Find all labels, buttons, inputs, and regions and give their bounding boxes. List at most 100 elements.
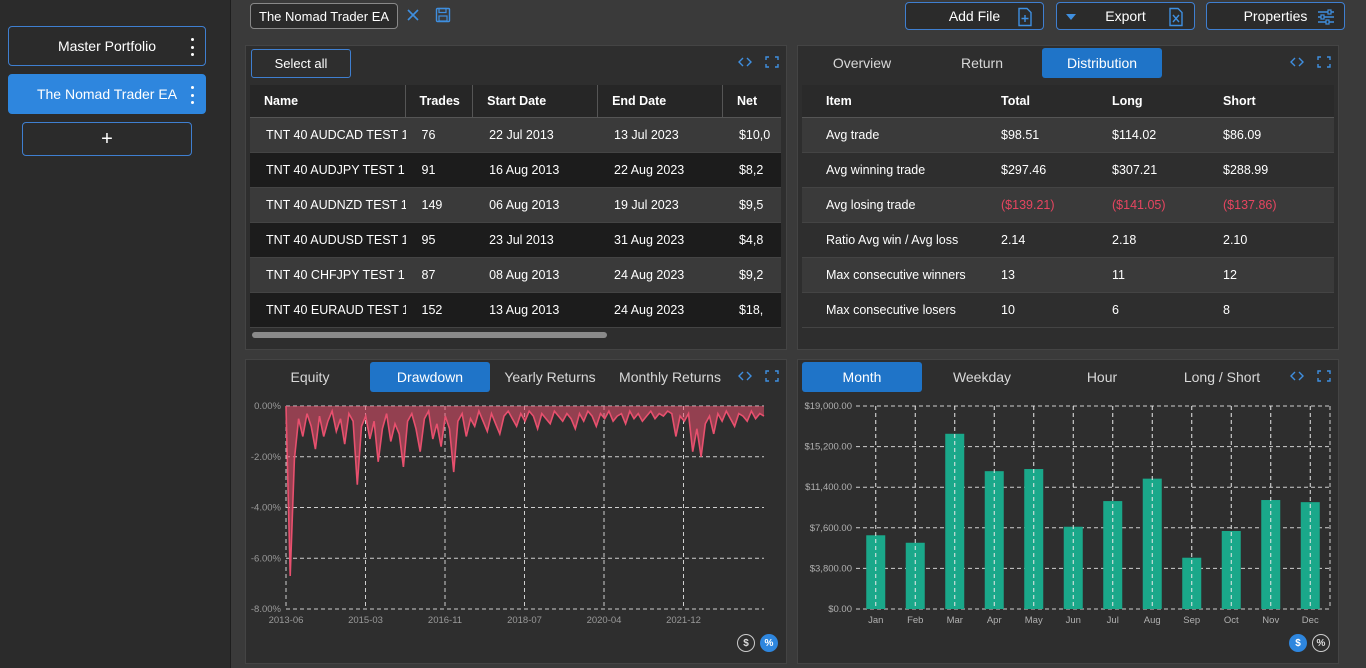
x-tick-label: 2013-06 [269, 615, 304, 626]
tab-month[interactable]: Month [802, 362, 922, 392]
add-portfolio-button[interactable]: + [22, 122, 192, 156]
file-tab-label: The Nomad Trader EA [259, 8, 390, 24]
y-tick-label: $11,400.00 [805, 482, 852, 493]
dollar-toggle[interactable]: $ [1289, 634, 1307, 652]
table-cell: 31 Aug 2023 [614, 233, 685, 247]
table-row[interactable]: TNT 40 AUDJPY TEST 1 91 16 Aug 2013 22 Aug … [250, 153, 781, 188]
tab-long-short[interactable]: Long / Short [1183, 369, 1261, 385]
table-row[interactable]: TNT 40 EURAUD TEST 1 152 13 Aug 2013 24 Aug… [250, 293, 781, 328]
y-tick-label: 0.00% [254, 401, 281, 412]
file-tab[interactable]: The Nomad Trader EA [250, 3, 399, 29]
table-row[interactable]: TNT 40 CHFJPY TEST 1 87 08 Aug 2013 24 Aug … [250, 258, 781, 293]
column-header[interactable]: Trades [406, 85, 474, 117]
tab-hour[interactable]: Hour [1086, 369, 1118, 385]
table-row: Max consecutive losers 10 6 8 [802, 293, 1334, 328]
month-panel: Month Weekday Hour Long / Short $0.00 $3,… [797, 359, 1339, 664]
column-header[interactable]: Name [250, 85, 406, 117]
table-cell: TNT 40 AUDCAD TEST 1 [266, 128, 406, 142]
more-options-icon[interactable] [187, 38, 197, 56]
table-cell: $10,0 [738, 128, 771, 142]
y-tick-label: -4.00% [251, 503, 282, 514]
fullscreen-icon[interactable] [765, 370, 779, 382]
bar[interactable] [1142, 478, 1162, 609]
select-all-button[interactable]: Select all [251, 49, 351, 78]
column-header: Long [1112, 94, 1143, 108]
table-row: Avg losing trade ($139.21) ($141.05) ($137.… [802, 188, 1334, 223]
table-header: Name Trades Start Date End Date Net [250, 85, 781, 118]
code-icon[interactable] [738, 370, 752, 382]
y-tick-label: $3,800.00 [810, 563, 852, 574]
table-cell: 16 Aug 2013 [489, 163, 560, 177]
column-header: Total [1001, 94, 1030, 108]
percent-toggle[interactable]: % [1312, 634, 1330, 652]
close-icon[interactable] [405, 7, 421, 23]
table-cell: 22 Aug 2023 [614, 163, 685, 177]
code-icon[interactable] [1290, 56, 1304, 68]
tab-weekday[interactable]: Weekday [952, 369, 1012, 385]
table-cell: $4,8 [738, 233, 764, 247]
table-cell: 2.18 [1112, 233, 1137, 247]
table-cell: Avg trade [826, 128, 880, 142]
fullscreen-icon[interactable] [765, 56, 779, 68]
distribution-table: Item Total Long Short Avg trade $98.51 $11… [802, 85, 1334, 345]
y-tick-label: -2.00% [251, 452, 282, 463]
table-cell: $297.46 [1001, 163, 1047, 177]
tab-distribution[interactable]: Distribution [1042, 48, 1162, 78]
add-file-label: Add File [948, 8, 1001, 24]
table-cell: 24 Aug 2023 [614, 303, 685, 317]
x-tick-label: Oct [1224, 615, 1239, 626]
column-header: Short [1223, 94, 1256, 108]
portfolio-nomad-trader[interactable]: The Nomad Trader EA [8, 74, 206, 114]
horizontal-scrollbar[interactable] [252, 332, 607, 338]
bar[interactable] [866, 535, 886, 609]
x-tick-label: 2021-12 [666, 615, 701, 626]
add-file-button[interactable]: Add File [905, 2, 1044, 30]
x-tick-label: 2020-04 [587, 615, 622, 626]
table-cell: Max consecutive winners [826, 268, 966, 282]
table-cell: $86.09 [1223, 128, 1262, 142]
tab-drawdown[interactable]: Drawdown [370, 362, 490, 392]
portfolio-master[interactable]: Master Portfolio [8, 26, 206, 66]
tab-equity[interactable]: Equity [290, 369, 330, 385]
code-icon[interactable] [738, 56, 752, 68]
table-cell: TNT 40 EURAUD TEST 1 [266, 303, 406, 317]
tab-monthly-returns[interactable]: Monthly Returns [619, 369, 721, 385]
dollar-toggle[interactable]: $ [737, 634, 755, 652]
x-tick-label: Aug [1144, 615, 1161, 626]
table-cell: 91 [421, 163, 436, 177]
sliders-icon [1318, 9, 1334, 25]
table-cell: $9,2 [738, 268, 764, 282]
properties-button[interactable]: Properties [1206, 2, 1345, 30]
table-row[interactable]: TNT 40 AUDCAD TEST 1 76 22 Jul 2013 13 Jul … [250, 118, 781, 153]
y-tick-label: -8.00% [251, 604, 282, 615]
table-cell: TNT 40 AUDUSD TEST 1 [266, 233, 406, 247]
export-button[interactable]: Export [1056, 2, 1195, 30]
x-tick-label: Sep [1183, 615, 1200, 626]
table-row[interactable]: TNT 40 AUDNZD TEST 1 149 06 Aug 2013 19 Jul… [250, 188, 781, 223]
table-cell: 6 [1112, 303, 1119, 317]
table-cell: 13 Jul 2023 [614, 128, 679, 142]
table-cell: $288.99 [1223, 163, 1269, 177]
table-row[interactable]: TNT 40 AUDUSD TEST 1 95 23 Jul 2013 31 Aug … [250, 223, 781, 258]
column-header[interactable]: End Date [598, 85, 724, 117]
drawdown-chart: 0.00% -2.00% -4.00% -6.00% -8.00%2013-06 2015… [251, 401, 765, 626]
table-cell: $98.51 [1001, 128, 1040, 142]
column-header[interactable]: Start Date [473, 85, 599, 117]
column-header[interactable]: Net [737, 94, 758, 108]
table-cell: 13 [1001, 268, 1015, 282]
table-cell: 8 [1223, 303, 1230, 317]
tab-yearly-returns[interactable]: Yearly Returns [504, 369, 596, 385]
tab-overview[interactable]: Overview [832, 55, 892, 71]
code-icon[interactable] [1290, 370, 1304, 382]
fullscreen-icon[interactable] [1317, 370, 1331, 382]
tab-return[interactable]: Return [960, 55, 1004, 71]
y-tick-label: -6.00% [251, 553, 282, 564]
table-row: Max consecutive winners 13 11 12 [802, 258, 1334, 293]
fullscreen-icon[interactable] [1317, 56, 1331, 68]
sidebar: Master Portfolio The Nomad Trader EA + [0, 0, 231, 668]
x-tick-label: Nov [1262, 615, 1279, 626]
save-icon[interactable] [435, 7, 451, 23]
percent-toggle[interactable]: % [760, 634, 778, 652]
trades-table-panel: Select all Name Trades Start Date End Da… [245, 45, 787, 350]
more-options-icon[interactable] [187, 86, 197, 104]
